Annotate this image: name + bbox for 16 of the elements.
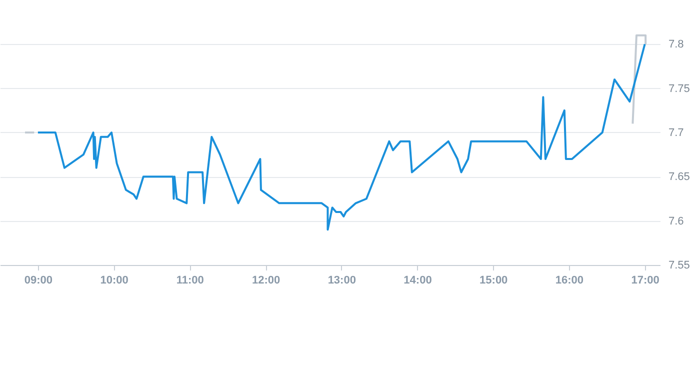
- x-tick-label: 10:00: [100, 274, 128, 286]
- x-tick-label: 15:00: [480, 274, 508, 286]
- line-series: [36, 43, 646, 231]
- x-tick-label: 16:00: [555, 274, 584, 286]
- y-tick-label: 7.55: [668, 260, 690, 272]
- x-tick-label: 17:00: [631, 274, 660, 286]
- x-tick-label: 11:00: [176, 274, 204, 286]
- y-tick-label: 7.6: [668, 215, 684, 228]
- y-tick-label: 7.7: [668, 127, 684, 139]
- y-tick-label: 7.75: [668, 82, 690, 95]
- x-tick-label: 12:00: [252, 274, 280, 286]
- x-tick-label: 13:00: [328, 274, 356, 286]
- y-tick-label: 7.65: [668, 171, 690, 184]
- x-tick-label: 09:00: [24, 274, 52, 286]
- y-tick-label: 7.8: [668, 38, 684, 51]
- x-tick-label: 14:00: [404, 274, 432, 286]
